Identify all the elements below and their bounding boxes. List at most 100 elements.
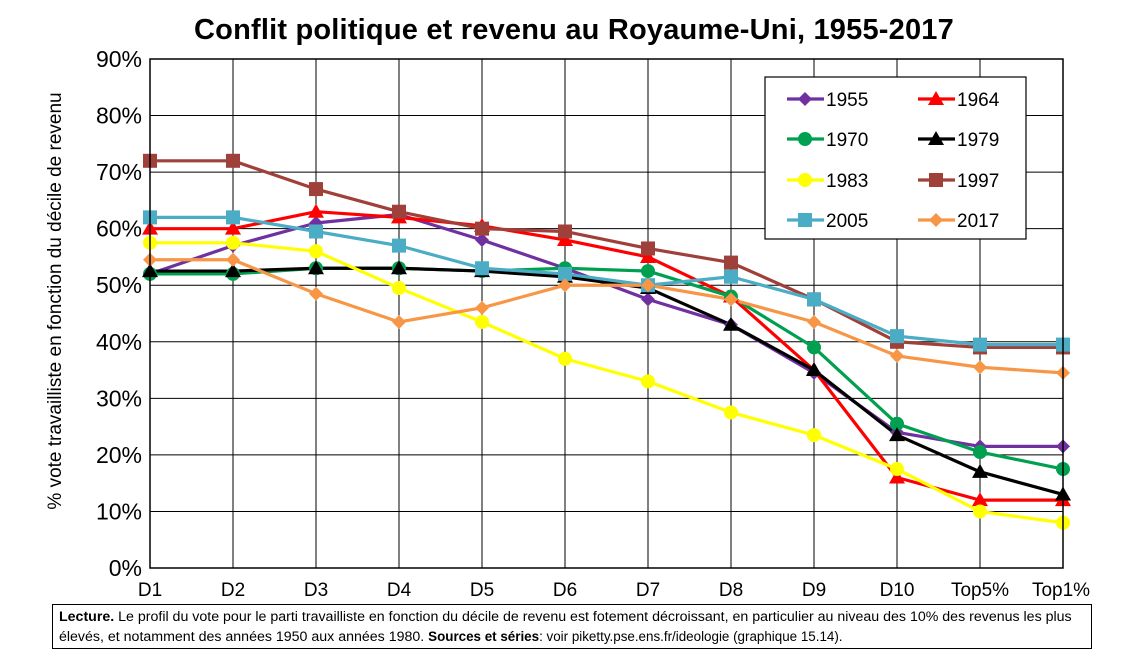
data-point-2005 (392, 238, 406, 253)
data-point-2005 (890, 329, 904, 344)
data-point-1955 (641, 292, 655, 307)
data-point-2017 (973, 360, 987, 375)
data-point-2005 (807, 292, 821, 307)
legend-marker-1997 (929, 173, 943, 187)
data-point-1970 (641, 264, 655, 279)
data-point-2005 (724, 269, 738, 284)
data-point-2017 (558, 278, 572, 293)
data-point-1983 (392, 281, 406, 296)
legend-box (764, 76, 1027, 240)
data-point-1997 (226, 153, 240, 168)
data-point-1983 (890, 462, 904, 477)
x-tick-label: Top5% (951, 580, 1009, 600)
x-tick-label: D9 (802, 580, 826, 600)
legend: 1955 1964 1970 1979 1983 1997 2005 2017 (764, 76, 1027, 240)
note-box: Lecture. Le profil du vote pour le parti… (52, 604, 1092, 649)
data-point-1964 (972, 492, 988, 507)
legend-item-2017: 2017 (918, 211, 999, 232)
legend-label-2017: 2017 (957, 211, 999, 232)
y-tick-label: 70% (96, 159, 142, 185)
note-lecture-label: Lecture. (59, 609, 115, 625)
grid-lines (150, 59, 1063, 568)
legend-item-2005: 2005 (787, 211, 868, 232)
x-tick-label: D8 (719, 580, 743, 600)
x-tick-label: D1 (138, 580, 162, 600)
data-point-1983 (724, 405, 738, 420)
y-tick-label: 30% (96, 385, 142, 411)
legend-label-1997: 1997 (957, 171, 999, 192)
note-lecture-text: Le profil du vote pour le parti travaill… (59, 609, 1072, 645)
x-tick-label: D6 (553, 580, 577, 600)
data-point-2017 (309, 286, 323, 301)
x-tick-labels: D1 D2 D3 D4 D5 D6 D7 D8 D9 D10 Top5% Top1% (138, 580, 1090, 600)
line-chart: 0% 10% 20% 30% 40% 50% 60% 70% 80% 90% D1 D2 D3 D4 D5… (96, 46, 1090, 600)
x-tick-label: D5 (470, 580, 494, 600)
y-tick-label: 0% (109, 555, 142, 581)
data-point-1970 (890, 416, 904, 431)
y-tick-label: 90% (96, 46, 142, 72)
data-point-1997 (724, 255, 738, 270)
series-line-1983 (150, 241, 1064, 525)
data-point-2005 (309, 224, 323, 239)
legend-marker-1983 (798, 173, 812, 187)
data-point-1964 (225, 220, 241, 235)
legend-marker-1970 (798, 132, 812, 146)
data-point-2017 (475, 300, 489, 315)
data-point-1983 (226, 235, 240, 250)
data-point-1964 (640, 248, 656, 263)
data-point-1983 (309, 244, 323, 259)
data-point-1979 (225, 263, 241, 278)
data-point-2005 (475, 261, 489, 276)
data-point-2017 (392, 314, 406, 329)
data-point-1979 (806, 362, 822, 377)
data-point-2017 (226, 252, 240, 267)
series-line-1964 (150, 210, 1063, 502)
legend-marker-2017 (929, 213, 943, 227)
legend-marker-2005 (798, 213, 812, 227)
y-tick-label: 10% (96, 498, 142, 524)
x-tick-label: D4 (387, 580, 412, 600)
data-point-1970 (807, 340, 821, 355)
legend-item-1955: 1955 (787, 90, 868, 111)
legend-marker-1964 (928, 91, 944, 105)
data-point-1997 (641, 241, 655, 256)
data-point-1964 (889, 469, 905, 484)
data-point-1979 (972, 463, 988, 478)
x-tick-label: D3 (304, 580, 328, 600)
legend-marker-1955 (798, 92, 812, 106)
chart-title: Conflit politique et revenu au Royaume-U… (194, 14, 954, 46)
legend-label-2005: 2005 (826, 211, 868, 232)
legend-label-1955: 1955 (826, 90, 868, 111)
x-tick-label: D2 (221, 580, 245, 600)
data-point-1955 (475, 232, 489, 247)
legend-item-1970: 1970 (787, 130, 868, 151)
series-line-2017 (150, 258, 1064, 375)
data-point-2017 (890, 348, 904, 363)
data-point-2005 (226, 210, 240, 225)
series-line-1997 (150, 159, 1063, 350)
x-tick-label: D10 (880, 580, 915, 600)
legend-label-1979: 1979 (957, 130, 999, 151)
data-point-1979 (723, 316, 739, 331)
note-sources-label: Sources et séries (428, 629, 540, 644)
data-point-1983 (973, 504, 987, 519)
plot-frame (149, 58, 1064, 569)
data-point-1997 (558, 224, 572, 239)
y-tick-label: 50% (96, 272, 142, 298)
data-point-1983 (558, 351, 572, 366)
y-tick-labels: 0% 10% 20% 30% 40% 50% 60% 70% 80% 90% (96, 46, 142, 581)
y-tick-label: 60% (96, 216, 142, 242)
data-point-1983 (475, 314, 489, 329)
data-point-1970 (973, 445, 987, 460)
data-point-2017 (724, 292, 738, 307)
series-lines (149, 159, 1064, 525)
data-point-1983 (641, 374, 655, 389)
data-point-2005 (558, 266, 572, 281)
data-point-2017 (807, 314, 821, 329)
data-point-1997 (475, 221, 489, 236)
series-line-2005 (150, 215, 1063, 347)
data-point-2017 (641, 278, 655, 293)
data-point-1983 (807, 428, 821, 443)
note-sources-text: : voir piketty.pse.ens.fr/ideologie (gra… (539, 629, 843, 644)
data-point-1979 (308, 260, 324, 275)
